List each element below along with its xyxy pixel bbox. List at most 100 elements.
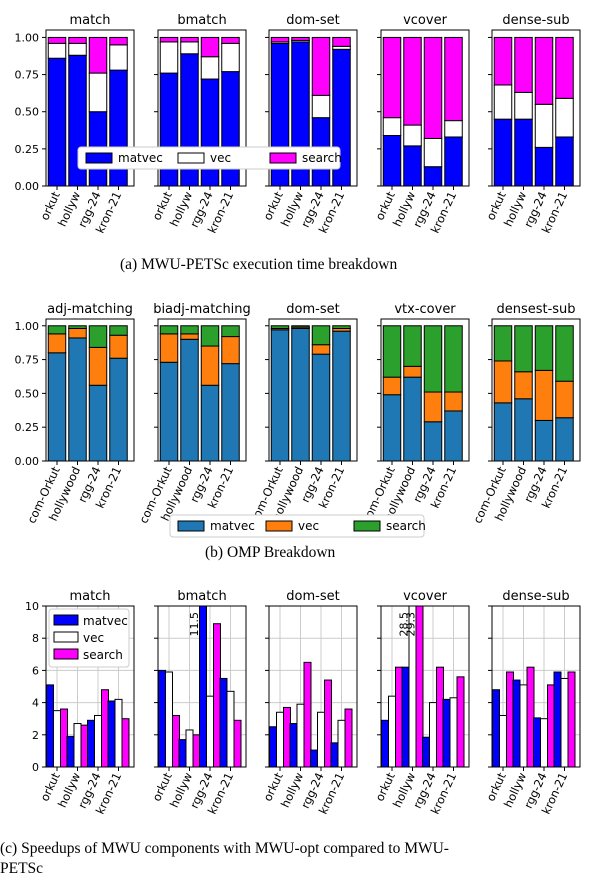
legend-swatch-search	[269, 152, 297, 164]
legend-swatch-matvec	[177, 520, 205, 532]
bar-value-annotation: 28.5	[398, 612, 411, 637]
bar-vec	[221, 42, 240, 73]
bar-vec	[403, 124, 422, 147]
bar-search	[514, 325, 533, 373]
bar-vec	[382, 376, 402, 396]
bar-search	[180, 325, 199, 335]
bar-vec	[296, 703, 305, 768]
bar-search	[403, 36, 422, 126]
bar-search	[200, 36, 220, 58]
bar-search	[423, 325, 443, 393]
bar-matvec	[514, 398, 533, 462]
bar-search	[291, 36, 310, 41]
bar-search	[526, 666, 535, 768]
bar-vec	[88, 346, 108, 386]
bar-search	[283, 706, 291, 768]
panel-title: densest-sub	[496, 302, 575, 317]
panel-frame	[45, 29, 135, 187]
bar-vec	[534, 103, 554, 148]
bar-search	[303, 661, 312, 768]
y-tick-label: 0	[32, 761, 39, 774]
bar-search	[221, 36, 240, 44]
legend-swatch-matvec	[85, 152, 113, 164]
legend-swatch-vec	[53, 631, 79, 643]
bar-search	[200, 325, 220, 347]
panel-frame	[268, 29, 358, 187]
bar-vec	[337, 719, 346, 768]
bar-matvec	[332, 330, 351, 462]
bar-search	[192, 734, 201, 768]
y-tick-label: 4	[32, 697, 39, 710]
bar-search	[456, 676, 465, 768]
panel-title: vcover	[403, 589, 447, 604]
caption-c-line1: (c) Speedups of MWU components with MWU-…	[0, 840, 449, 857]
panel-title: bmatch	[177, 589, 226, 604]
bar-search	[555, 36, 574, 99]
bar-vec	[540, 718, 548, 768]
bar-vec	[382, 117, 402, 136]
panel-frame	[45, 318, 135, 462]
bar-matvec	[553, 671, 562, 768]
panel-frame	[380, 29, 470, 187]
bar-matvec	[88, 384, 108, 462]
bar-search	[493, 325, 513, 362]
panel-frame	[380, 318, 470, 462]
bar-matvec	[291, 327, 310, 462]
bar-matvec	[534, 146, 554, 187]
bar-search	[555, 325, 574, 382]
bar-vec	[311, 344, 331, 355]
bar-search	[88, 36, 108, 74]
bar-search	[47, 325, 67, 335]
bar-vec	[534, 369, 554, 421]
caption-b: (b) OMP Breakdown	[205, 544, 336, 561]
bar-search	[344, 708, 353, 768]
panel-frame	[45, 605, 135, 768]
bar-vec	[109, 44, 128, 71]
legend-swatch-search	[353, 520, 381, 532]
panel-frame	[380, 605, 470, 768]
panel-frame	[491, 605, 581, 768]
bar-vec	[180, 41, 199, 55]
caption-a: (a) MWU-PETSc execution time breakdown	[120, 256, 398, 273]
bar-search	[233, 719, 242, 768]
bar-matvec	[109, 357, 128, 462]
panel-frame	[268, 605, 358, 768]
panel-frame	[491, 318, 581, 462]
bar-search	[395, 666, 403, 768]
bar-search	[534, 36, 554, 105]
bar-vec	[185, 729, 194, 768]
panel-frame	[268, 318, 358, 462]
bar-matvec	[330, 742, 339, 768]
bar-search	[423, 36, 443, 139]
bar-vec	[73, 723, 82, 768]
bar-value-annotation: 29.3	[405, 612, 418, 637]
y-tick-label: 0.75	[15, 354, 40, 367]
y-tick-label: 0.00	[15, 180, 40, 193]
bar-vec	[499, 714, 507, 768]
bar-matvec	[46, 684, 54, 768]
bar-matvec	[289, 723, 298, 768]
bar-vec	[165, 671, 173, 768]
bar-search	[172, 714, 180, 768]
bar-vec	[560, 677, 569, 768]
bar-matvec	[269, 726, 277, 768]
panel-title: dense-sub	[502, 13, 569, 28]
bar-vec	[109, 334, 128, 359]
bar-search	[382, 36, 402, 119]
bar-matvec	[382, 134, 402, 187]
bar-vec	[311, 94, 331, 119]
bar-search	[109, 36, 128, 46]
bar-matvec	[382, 394, 402, 462]
bar-matvec	[68, 337, 87, 462]
bar-vec	[423, 391, 443, 423]
panel-frame	[491, 29, 581, 187]
bar-vec	[53, 710, 61, 768]
bar-matvec	[534, 419, 554, 462]
bar-matvec	[422, 736, 430, 768]
bar-matvec	[159, 361, 179, 462]
bar-matvec	[555, 136, 574, 187]
y-tick-label: 0.75	[15, 69, 40, 82]
bar-search	[311, 36, 331, 96]
bar-vec	[519, 684, 528, 768]
bar-search	[547, 684, 555, 768]
